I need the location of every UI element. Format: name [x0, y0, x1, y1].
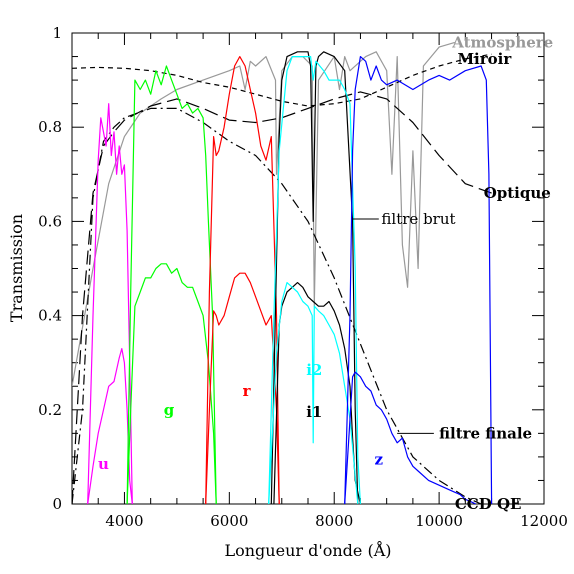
y-axis-label: Transmission: [7, 214, 26, 322]
series-line-atmosphere: [72, 41, 455, 387]
y-tick-label: 0: [52, 495, 62, 513]
x-tick-label: 8000: [315, 512, 353, 530]
series-line-i1: [273, 282, 361, 504]
annotation-z: z: [375, 450, 384, 468]
annotation-g: g: [164, 401, 175, 419]
y-tick-label: 1: [52, 24, 62, 42]
series-lines: [72, 41, 493, 504]
annotation-filtre-brut: filtre brut: [381, 210, 455, 228]
series-line-i2: [268, 282, 359, 504]
x-tick-labels: 4000 6000 8000 10000 12000: [105, 512, 568, 530]
series-line-g: [126, 263, 217, 504]
series-line-r: [205, 272, 280, 504]
annotation-i2: i2: [306, 361, 322, 379]
series-line-g-brut: [126, 65, 217, 504]
x-tick-label: 4000: [105, 512, 143, 530]
series-line-z: [344, 371, 477, 504]
y-tick-label: 0.2: [38, 401, 62, 419]
series-line-u: [87, 348, 133, 504]
series-line-optique: [72, 91, 492, 504]
y-tick-label: 0.6: [38, 212, 62, 230]
series-line-z-brut: [344, 55, 493, 504]
series-line-i1-brut: [270, 51, 359, 504]
series-line-r-brut: [205, 55, 280, 504]
x-tick-label: 12000: [520, 512, 568, 530]
y-tick-labels: 0 0.2 0.4 0.6 0.8 1: [38, 24, 62, 513]
annotation-atmosphere: Atmosphere: [451, 33, 553, 51]
x-tick-label: 6000: [210, 512, 248, 530]
annotation-miroir: Miroir: [457, 50, 512, 68]
annotation-r: r: [243, 382, 252, 400]
series-line-u-brut: [87, 103, 133, 504]
annotation-u: u: [98, 455, 109, 473]
annotation-filtre-finale: filtre finale: [439, 424, 532, 442]
annotation-ccd-qe: CCD QE: [455, 495, 522, 513]
annotation-pointers: [352, 218, 434, 434]
x-axis-label: Longueur d'onde (Å): [224, 540, 391, 560]
y-tick-label: 0.8: [38, 118, 62, 136]
annotation-optique: Optique: [484, 184, 551, 202]
x-tick-label: 10000: [415, 512, 463, 530]
series-line-i2-brut: [268, 55, 361, 504]
annotation-i1: i1: [306, 403, 322, 421]
y-tick-label: 0.4: [38, 307, 62, 325]
axis-ticks: [71, 32, 545, 505]
